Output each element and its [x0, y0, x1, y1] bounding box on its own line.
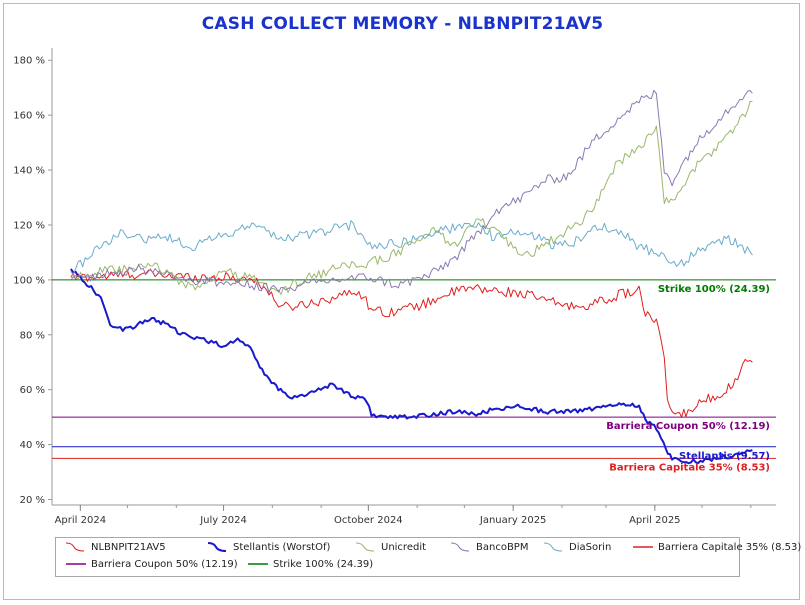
- reference-labels: Barriera Capitale 35% (8.53) Barriera Cou…: [606, 284, 770, 473]
- legend-label: BancoBPM: [476, 541, 529, 553]
- y-tick-label: 60 %: [20, 385, 45, 396]
- reference-label: Stellantis (9.57): [679, 451, 770, 462]
- legend-label: Stellantis (WorstOf): [233, 541, 331, 553]
- legend-swatch: [450, 542, 470, 552]
- chart-title: CASH COLLECT MEMORY - NLBNPIT21AV5: [201, 14, 604, 34]
- legend-item: Barriera Capitale 35% (8.53): [631, 541, 801, 553]
- y-tick-label: 140 %: [13, 166, 45, 177]
- y-tick-label: 180 %: [13, 56, 45, 67]
- legend-swatch-mark: [207, 542, 227, 552]
- series-line: [70, 269, 753, 418]
- legend-swatch: [633, 546, 653, 548]
- series-line: [70, 100, 753, 295]
- legend-swatch: [248, 563, 268, 565]
- legend-swatch-mark: [355, 542, 375, 552]
- legend-swatch: [355, 542, 375, 552]
- series-line: [70, 220, 753, 275]
- legend-swatch-mark: [543, 542, 563, 552]
- x-tick-label: April 2025: [629, 515, 680, 526]
- y-tick-label: 100 %: [13, 275, 45, 286]
- x-tick-label: October 2024: [334, 515, 403, 526]
- legend-label: DiaSorin: [569, 541, 612, 553]
- legend-label: Barriera Capitale 35% (8.53): [658, 541, 802, 553]
- series-line: [70, 268, 753, 465]
- legend-label: Barriera Coupon 50% (12.19): [91, 558, 238, 570]
- legend-item: DiaSorin: [542, 541, 611, 553]
- legend-item: Unicredit: [354, 541, 426, 553]
- legend-swatch: [543, 542, 563, 552]
- reference-label: Barriera Coupon 50% (12.19): [606, 421, 770, 432]
- x-tick-label: April 2024: [55, 515, 106, 526]
- legend-swatch: [66, 563, 86, 565]
- legend-label: Unicredit: [381, 541, 427, 553]
- legend-label: Strike 100% (24.39): [273, 558, 374, 570]
- reference-label: Barriera Capitale 35% (8.53): [609, 462, 770, 473]
- x-tick-label: July 2024: [199, 515, 247, 526]
- legend-item: Barriera Coupon 50% (12.19): [64, 558, 238, 570]
- chart-frame: [3, 3, 800, 600]
- legend-swatch: [207, 542, 227, 552]
- legend-item: Strike 100% (24.39): [246, 558, 373, 570]
- y-tick-label: 80 %: [20, 330, 45, 341]
- y-tick-label: 40 %: [20, 440, 45, 451]
- legend-item: BancoBPM: [449, 541, 528, 553]
- y-tick-label: 120 %: [13, 220, 45, 231]
- series-line: [70, 89, 753, 294]
- x-tick-label: January 2025: [479, 515, 547, 526]
- legend-swatch: [65, 542, 85, 552]
- reference-label: Strike 100% (24.39): [658, 284, 770, 295]
- legend-label: NLBNPIT21AV5: [91, 541, 166, 553]
- legend-item: NLBNPIT21AV5: [64, 541, 166, 553]
- y-tick-label: 20 %: [20, 495, 45, 506]
- legend-swatch-mark: [65, 542, 85, 552]
- legend: NLBNPIT21AV5 Stellantis (WorstOf) Unicredi…: [55, 537, 801, 577]
- y-tick-label: 160 %: [13, 111, 45, 122]
- legend-item: Stellantis (WorstOf): [206, 541, 330, 553]
- legend-swatch-mark: [450, 542, 470, 552]
- axes: 20 % 40 % 60 % 80 % 100 % 120 % 140 % 160 % 180 …: [13, 48, 776, 526]
- series-lines: [70, 89, 753, 465]
